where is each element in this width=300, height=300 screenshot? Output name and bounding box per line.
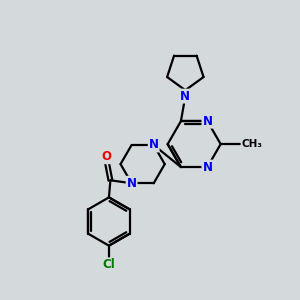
- Text: N: N: [127, 177, 136, 190]
- Text: N: N: [202, 160, 212, 174]
- Text: CH₃: CH₃: [241, 139, 262, 149]
- Text: O: O: [102, 150, 112, 163]
- Text: N: N: [180, 90, 190, 103]
- Text: N: N: [202, 115, 212, 128]
- Text: N: N: [149, 139, 159, 152]
- Text: Cl: Cl: [103, 258, 115, 271]
